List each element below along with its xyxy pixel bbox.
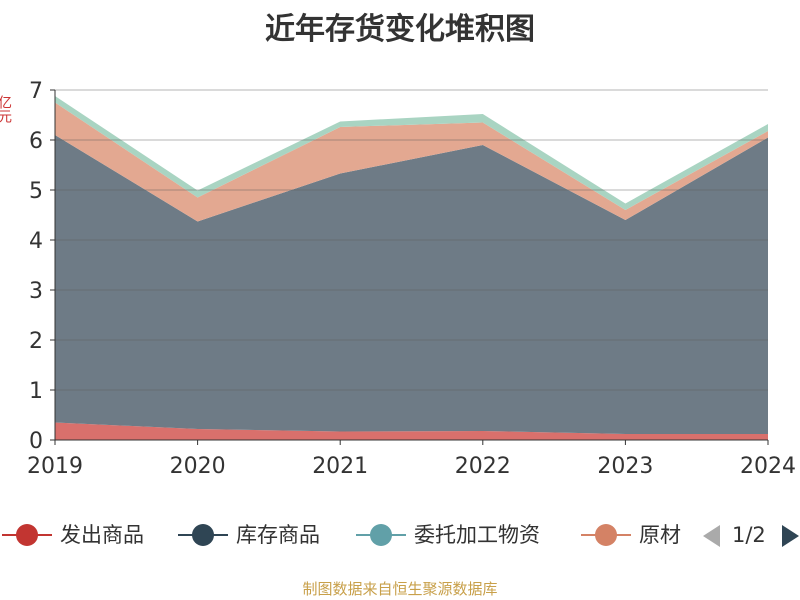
y-tick-label: 2 bbox=[29, 329, 43, 354]
legend-label: 库存商品 bbox=[236, 523, 320, 547]
legend-label: 原材 bbox=[639, 523, 681, 547]
legend-prev-page-arrow-icon[interactable] bbox=[703, 525, 720, 547]
area-series-2 bbox=[55, 102, 768, 222]
x-tick-label: 2022 bbox=[455, 454, 511, 479]
y-tick-label: 4 bbox=[29, 229, 43, 254]
x-tick-label: 2023 bbox=[597, 454, 653, 479]
y-tick-label: 5 bbox=[29, 179, 43, 204]
y-tick-label: 7 bbox=[29, 79, 43, 104]
area-series-3 bbox=[55, 96, 768, 210]
legend-page-indicator: 1/2 bbox=[732, 523, 766, 547]
legend-label: 发出商品 bbox=[60, 523, 144, 547]
area-series-1 bbox=[55, 135, 768, 434]
x-tick-label: 2019 bbox=[27, 454, 83, 479]
y-tick-label: 3 bbox=[29, 279, 43, 304]
x-tick-label: 2020 bbox=[170, 454, 226, 479]
legend-dot bbox=[16, 524, 38, 546]
legend: 发出商品 库存商品 委托加工物资 原材 1/2 bbox=[0, 515, 800, 555]
chart-title: 近年存货变化堆积图 bbox=[265, 12, 535, 47]
legend-next-page-arrow-icon[interactable] bbox=[782, 525, 799, 547]
legend-dot bbox=[595, 524, 617, 546]
legend-items: 发出商品 库存商品 委托加工物资 原材 bbox=[0, 515, 684, 555]
legend-label: 委托加工物资 bbox=[414, 523, 540, 547]
y-tick-label: 6 bbox=[29, 129, 43, 154]
y-tick-label: 1 bbox=[29, 379, 43, 404]
x-tick-label: 2021 bbox=[312, 454, 368, 479]
legend-dot bbox=[192, 524, 214, 546]
y-axis-unit: 亿元 bbox=[0, 95, 12, 123]
data-source-note: 制图数据来自恒生聚源数据库 bbox=[302, 580, 498, 598]
y-tick-label: 0 bbox=[29, 429, 43, 454]
legend-dot bbox=[370, 524, 392, 546]
x-tick-label: 2024 bbox=[740, 454, 796, 479]
